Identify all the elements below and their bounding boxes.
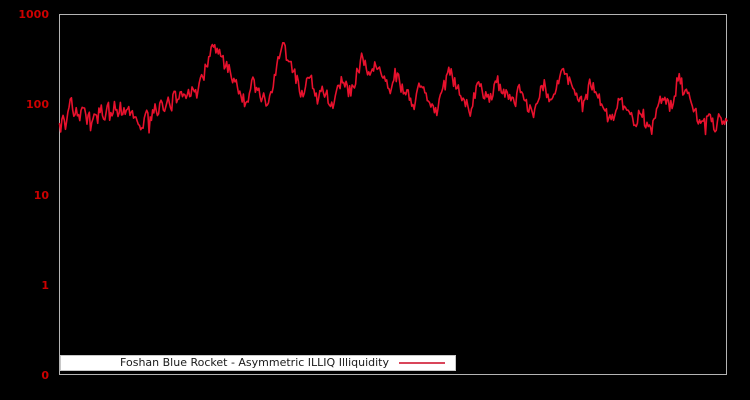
- y-tick-label-10: 10: [33, 189, 49, 202]
- y-tick-label-1: 1: [41, 279, 49, 292]
- legend-label: Foshan Blue Rocket - Asymmetric ILLIQ Il…: [120, 356, 389, 369]
- y-tick-label-0: 0: [41, 369, 49, 382]
- legend-line-swatch: [399, 362, 445, 364]
- y-tick-label-100: 100: [26, 98, 49, 111]
- y-tick-label-1000: 1000: [18, 8, 49, 21]
- legend: Foshan Blue Rocket - Asymmetric ILLIQ Il…: [60, 355, 456, 371]
- plot-area-frame: [59, 14, 727, 375]
